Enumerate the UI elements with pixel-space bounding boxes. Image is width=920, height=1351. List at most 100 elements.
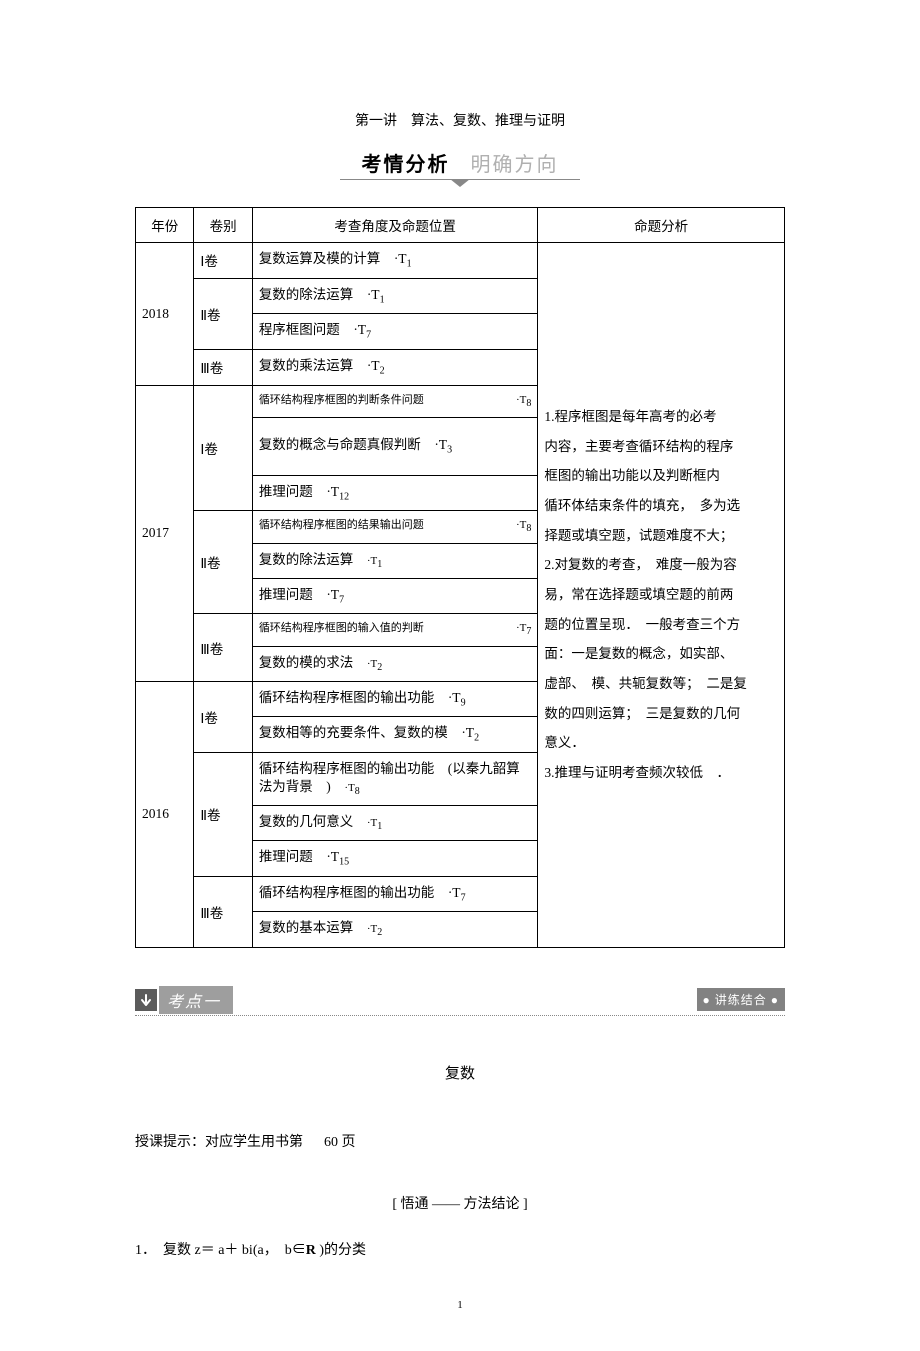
topic-ref: ·T8 (344, 782, 359, 794)
topic-text: 推理问题 (259, 587, 313, 602)
down-arrow-icon (135, 989, 157, 1011)
topic-text: 循环结构程序框图的输出功能 (259, 690, 435, 705)
note-page: 60 页 (324, 1135, 356, 1150)
topic-ref: ·T2 (367, 658, 382, 670)
note-prefix: 授课提示：对应学生用书第 (135, 1135, 303, 1150)
page-number: 1 (135, 1299, 785, 1311)
topic-ref: ·T2 (367, 358, 385, 373)
topic-cell: 循环结构程序框图的判断条件问题 ·T8 (252, 385, 538, 417)
topic-ref: ·T7 (516, 621, 531, 638)
volume-cell: Ⅰ卷 (194, 243, 252, 279)
volume-cell: Ⅲ卷 (194, 876, 252, 947)
topic-ref: ·T1 (367, 287, 385, 302)
topic-cell: 推理问题 ·T7 (252, 578, 538, 614)
topic-text: 程序框图问题 (259, 322, 340, 337)
analysis-line: 择题或填空题，试题难度不大； (544, 521, 778, 551)
section-heading-bar: 考点一 ● 讲练结合 ● (135, 986, 785, 1014)
topic-text: 推理问题 (259, 849, 313, 864)
topic-cell: 复数的乘法运算 ·T2 (252, 350, 538, 386)
topic-cell: 复数的几何意义 ·T1 (252, 805, 538, 840)
topic-cell: 复数的模的求法 ·T2 (252, 646, 538, 681)
topic-cell: 复数的除法运算 ·T1 (252, 278, 538, 314)
topic-ref: ·T7 (353, 322, 371, 337)
analysis-line: 虚部、 模、共轭复数等； 二是复 (544, 669, 778, 699)
topic-cell: 循环结构程序框图的输出功能 ·T7 (252, 876, 538, 912)
teaching-note: 授课提示：对应学生用书第 60 页 (135, 1131, 785, 1151)
topic-ref: ·T2 (461, 725, 479, 740)
topic-ref: ·T3 (434, 437, 452, 452)
volume-cell: Ⅱ卷 (194, 753, 252, 877)
topic-cell: 复数的除法运算 ·T1 (252, 543, 538, 578)
topic-text: 循环结构程序框图的结果输出问题 (259, 518, 424, 532)
item1-suffix: )的分类 (316, 1243, 366, 1258)
banner-light: 明确方向 (471, 154, 559, 176)
topic-text: 复数的除法运算 (259, 552, 354, 567)
volume-cell: Ⅰ卷 (194, 385, 252, 511)
table-header-row: 年份卷别考查角度及命题位置命题分析 (136, 208, 785, 243)
table-row: 2018Ⅰ卷复数运算及模的计算 ·T11.程序框图是每年高考的必考内容，主要考查… (136, 243, 785, 279)
analysis-line: 1.程序框图是每年高考的必考 (544, 402, 778, 432)
lecture-title: 第一讲 算法、复数、推理与证明 (135, 110, 785, 130)
topic-ref: ·T15 (326, 849, 349, 864)
table-header: 年份 (136, 208, 194, 243)
banner-chevron-icon (450, 179, 470, 187)
topic-cell: 复数相等的充要条件、复数的模 ·T2 (252, 717, 538, 753)
year-cell: 2016 (136, 681, 194, 947)
topic-text: 复数的概念与命题真假判断 (259, 437, 421, 452)
volume-cell: Ⅲ卷 (194, 614, 252, 681)
topic-ref: ·T7 (326, 587, 344, 602)
topic-ref: ·T12 (326, 484, 349, 499)
analysis-line: 数的四则运算； 三是复数的几何 (544, 699, 778, 729)
topic-ref: ·T7 (448, 885, 466, 900)
topic-cell: 循环结构程序框图的结果输出问题·T8 (252, 511, 538, 543)
topic-text: 循环结构程序框图的输出功能 (259, 885, 435, 900)
analysis-banner: 考情分析 明确方向 (135, 148, 785, 187)
section-tag: ● 讲练结合 ● (697, 988, 786, 1011)
topic-subtitle: 复数 (135, 1062, 785, 1083)
analysis-line: 循环体结束条件的填充， 多为选 (544, 491, 778, 521)
analysis-cell: 1.程序框图是每年高考的必考内容，主要考查循环结构的程序框图的输出功能以及判断框… (538, 243, 785, 948)
analysis-line: 题的位置呈现． 一般考查三个方 (544, 610, 778, 640)
analysis-line: 易，常在选择题或填空题的前两 (544, 580, 778, 610)
topic-cell: 推理问题 ·T12 (252, 475, 538, 511)
banner-bold: 考情分析 (362, 154, 450, 176)
topic-ref: ·T1 (367, 817, 382, 829)
topic-ref: ·T1 (394, 251, 412, 266)
topic-text: 复数的几何意义 (259, 814, 354, 829)
method-heading: [ 悟通 —— 方法结论 ] (135, 1193, 785, 1213)
topic-cell: 推理问题 ·T15 (252, 841, 538, 877)
topic-text: 复数相等的充要条件、复数的模 (259, 725, 448, 740)
analysis-line: 面：一是复数的概念，如实部、 (544, 639, 778, 669)
topic-ref: ·T8 (516, 393, 531, 410)
analysis-line: 2.对复数的考查， 难度一般为容 (544, 550, 778, 580)
topic-text: 复数运算及模的计算 (259, 251, 381, 266)
topic-cell: 循环结构程序框图的输入值的判断 ·T7 (252, 614, 538, 646)
topic-text: 推理问题 (259, 484, 313, 499)
volume-cell: Ⅲ卷 (194, 350, 252, 386)
volume-cell: Ⅱ卷 (194, 278, 252, 349)
topic-text: 复数的除法运算 (259, 287, 354, 302)
analysis-line: 内容，主要考查循环结构的程序 (544, 432, 778, 462)
topic-cell: 复数的基本运算 ·T2 (252, 912, 538, 947)
topic-ref: ·T2 (367, 923, 382, 935)
year-cell: 2018 (136, 243, 194, 386)
table-header: 考查角度及命题位置 (252, 208, 538, 243)
item1-real-set: R (306, 1243, 316, 1258)
list-item-1: 1． 复数 z＝ a＋ bi(a， b∈R )的分类 (135, 1239, 785, 1259)
topic-cell: 循环结构程序框图的输出功能 ·T9 (252, 681, 538, 717)
item1-prefix: 1． 复数 z＝ a＋ bi(a， b∈ (135, 1243, 306, 1258)
table-header: 卷别 (194, 208, 252, 243)
topic-text: 复数的基本运算 (259, 920, 354, 935)
topic-text: 循环结构程序框图的判断条件问题 (259, 393, 424, 407)
year-cell: 2017 (136, 385, 194, 681)
topic-text: 循环结构程序框图的输出功能 (以秦九韶算法为背景 ) (259, 761, 520, 794)
topic-text: 循环结构程序框图的输入值的判断 (259, 621, 424, 635)
analysis-line: 3.推理与证明考查频次较低 ． (544, 758, 778, 788)
topic-text: 复数的模的求法 (259, 655, 354, 670)
topic-ref: ·T1 (367, 555, 382, 567)
section-dotline (135, 1015, 785, 1016)
section-label: 考点一 (159, 986, 233, 1014)
volume-cell: Ⅰ卷 (194, 681, 252, 752)
volume-cell: Ⅱ卷 (194, 511, 252, 614)
topic-cell: 程序框图问题 ·T7 (252, 314, 538, 350)
